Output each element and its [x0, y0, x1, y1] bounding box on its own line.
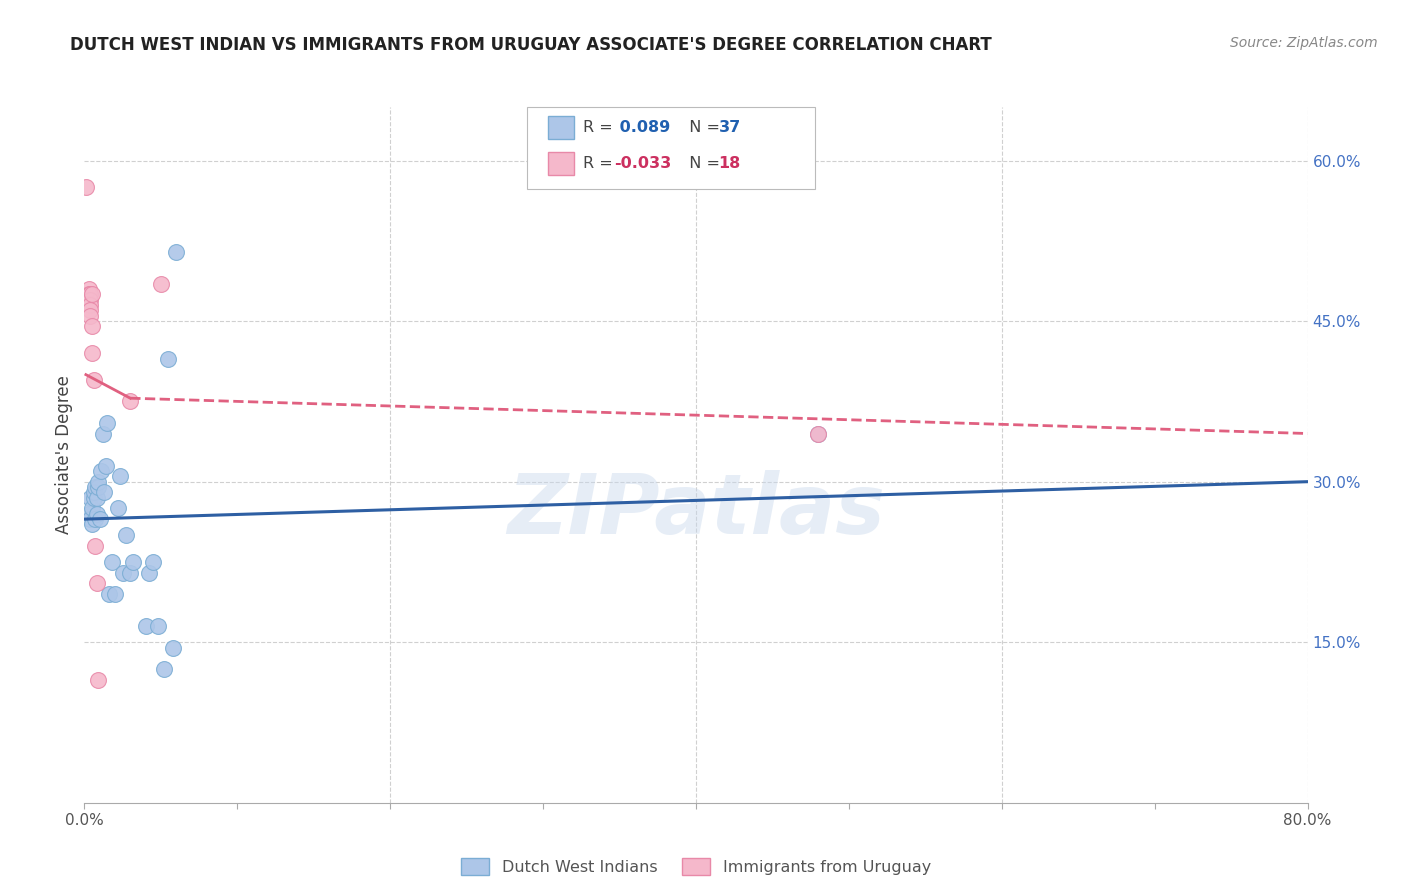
Point	[142, 555, 165, 569]
Legend: Dutch West Indians, Immigrants from Uruguay: Dutch West Indians, Immigrants from Urug…	[461, 858, 931, 875]
Point	[93, 485, 115, 500]
Point	[80, 319, 103, 334]
Point	[83, 373, 105, 387]
Text: R =: R =	[583, 120, 619, 135]
Point	[80, 346, 103, 360]
Text: N =: N =	[679, 156, 725, 170]
Point	[80, 287, 103, 301]
Point	[79, 298, 101, 312]
Point	[84, 539, 107, 553]
Point	[111, 566, 134, 580]
Point	[79, 293, 101, 307]
Point	[80, 517, 103, 532]
Point	[83, 491, 105, 505]
Point	[86, 576, 108, 591]
Point	[79, 512, 101, 526]
Text: Source: ZipAtlas.com: Source: ZipAtlas.com	[1230, 36, 1378, 50]
Point	[146, 619, 169, 633]
Point	[135, 619, 157, 633]
Text: N =: N =	[679, 120, 725, 135]
Point	[75, 180, 97, 194]
Point	[90, 464, 112, 478]
Point	[104, 587, 127, 601]
Text: R =: R =	[583, 156, 619, 170]
Point	[96, 416, 118, 430]
Point	[87, 673, 110, 687]
Text: -0.033: -0.033	[614, 156, 672, 170]
Text: DUTCH WEST INDIAN VS IMMIGRANTS FROM URUGUAY ASSOCIATE'S DEGREE CORRELATION CHAR: DUTCH WEST INDIAN VS IMMIGRANTS FROM URU…	[70, 36, 993, 54]
Point	[87, 475, 110, 489]
Point	[162, 640, 184, 655]
Point	[84, 480, 107, 494]
Point	[79, 491, 101, 505]
Text: 37: 37	[718, 120, 741, 135]
Point	[97, 587, 120, 601]
Point	[101, 555, 124, 569]
Point	[807, 426, 830, 441]
Point	[120, 566, 142, 580]
Point	[122, 555, 145, 569]
Point	[138, 566, 160, 580]
Point	[77, 507, 100, 521]
Point	[89, 512, 111, 526]
Point	[84, 512, 107, 526]
Point	[83, 485, 105, 500]
Text: 18: 18	[718, 156, 741, 170]
Point	[149, 277, 172, 291]
Y-axis label: Associate's Degree: Associate's Degree	[55, 376, 73, 534]
Point	[807, 426, 830, 441]
Point	[157, 351, 180, 366]
Point	[87, 480, 110, 494]
Point	[153, 662, 176, 676]
Point	[77, 287, 100, 301]
Text: 0.089: 0.089	[614, 120, 671, 135]
Point	[79, 309, 101, 323]
Point	[79, 287, 101, 301]
Point	[80, 501, 103, 516]
Point	[165, 244, 187, 259]
Text: ZIPatlas: ZIPatlas	[508, 470, 884, 551]
Point	[114, 528, 136, 542]
Point	[94, 458, 117, 473]
Point	[77, 282, 100, 296]
Point	[86, 491, 108, 505]
Point	[120, 394, 142, 409]
Point	[86, 507, 108, 521]
Point	[108, 469, 131, 483]
Point	[107, 501, 129, 516]
Point	[91, 426, 114, 441]
Point	[79, 303, 101, 318]
